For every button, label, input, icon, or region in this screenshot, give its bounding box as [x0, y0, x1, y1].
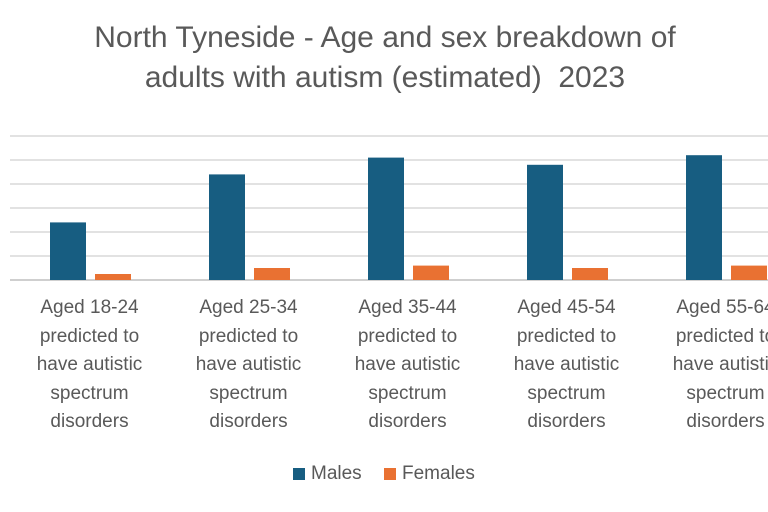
- bar: [686, 155, 722, 280]
- bar: [368, 157, 404, 280]
- bar: [95, 274, 131, 280]
- bar: [572, 268, 608, 280]
- legend-label: Females: [402, 463, 475, 484]
- chart-title: North Tyneside - Age and sex breakdown o…: [94, 21, 685, 94]
- x-tick-label: Aged 55-64 predicted to have autistic sp…: [672, 297, 768, 432]
- bar: [209, 174, 245, 280]
- x-tick-label: Aged 35-44 predicted to have autistic sp…: [354, 297, 461, 432]
- legend-swatch: [384, 468, 396, 480]
- bar: [527, 164, 563, 280]
- bar: [50, 222, 86, 280]
- bar: [413, 265, 449, 280]
- bar: [254, 268, 290, 280]
- x-tick-label: Aged 25-34 predicted to have autistic sp…: [195, 297, 302, 432]
- x-tick-label: Aged 45-54 predicted to have autistic sp…: [513, 297, 620, 432]
- legend-swatch: [293, 468, 305, 480]
- bar: [731, 265, 767, 280]
- legend-label: Males: [311, 463, 362, 484]
- x-tick-label: Aged 18-24 predicted to have autistic sp…: [36, 297, 143, 432]
